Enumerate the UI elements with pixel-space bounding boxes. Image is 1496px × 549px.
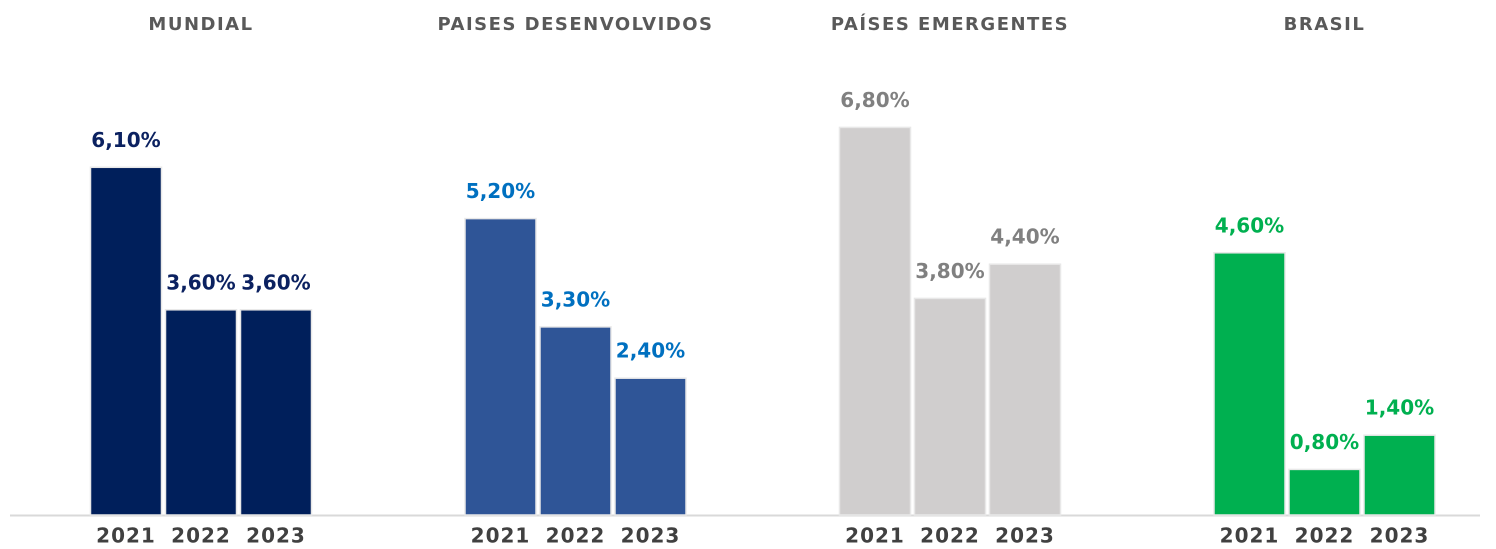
bar	[89, 166, 163, 516]
x-tick-label: 2021	[1220, 524, 1280, 548]
x-tick-label: 2023	[1370, 524, 1430, 548]
bar	[164, 309, 238, 516]
value-label: 0,80%	[1290, 430, 1359, 454]
group-title: BRASIL	[1284, 14, 1366, 35]
bar	[464, 217, 537, 516]
x-tick-label: 2021	[845, 524, 905, 548]
bar	[1213, 252, 1286, 516]
value-label: 2,40%	[616, 339, 685, 363]
x-tick-label: 2022	[546, 524, 606, 548]
value-label: 4,40%	[990, 225, 1059, 249]
value-label: 6,80%	[840, 88, 909, 112]
value-label: 6,10%	[91, 128, 160, 152]
bar	[913, 297, 987, 516]
x-tick-label: 2021	[96, 524, 156, 548]
bar	[614, 377, 687, 516]
group-title: PAISES DESENVOLVIDOS	[438, 14, 714, 35]
value-label: 4,60%	[1215, 213, 1284, 237]
value-label: 3,60%	[241, 270, 310, 294]
value-label: 1,40%	[1365, 396, 1434, 420]
value-label: 3,80%	[915, 259, 984, 283]
value-label: 5,20%	[466, 179, 535, 203]
x-tick-label: 2022	[920, 524, 980, 548]
x-tick-label: 2023	[246, 524, 306, 548]
group-title: MUNDIAL	[148, 14, 253, 35]
value-label: 3,60%	[166, 270, 235, 294]
x-tick-label: 2022	[171, 524, 231, 548]
x-tick-label: 2023	[995, 524, 1055, 548]
value-label: 3,30%	[541, 287, 610, 311]
bar	[539, 326, 612, 516]
group-title: PAÍSES EMERGENTES	[831, 13, 1069, 35]
bar	[838, 126, 912, 516]
bar	[239, 309, 313, 516]
x-tick-label: 2023	[621, 524, 681, 548]
bar	[1288, 468, 1361, 516]
x-tick-label: 2021	[471, 524, 531, 548]
bar	[1363, 434, 1436, 516]
x-tick-label: 2022	[1295, 524, 1355, 548]
bar	[988, 263, 1062, 516]
